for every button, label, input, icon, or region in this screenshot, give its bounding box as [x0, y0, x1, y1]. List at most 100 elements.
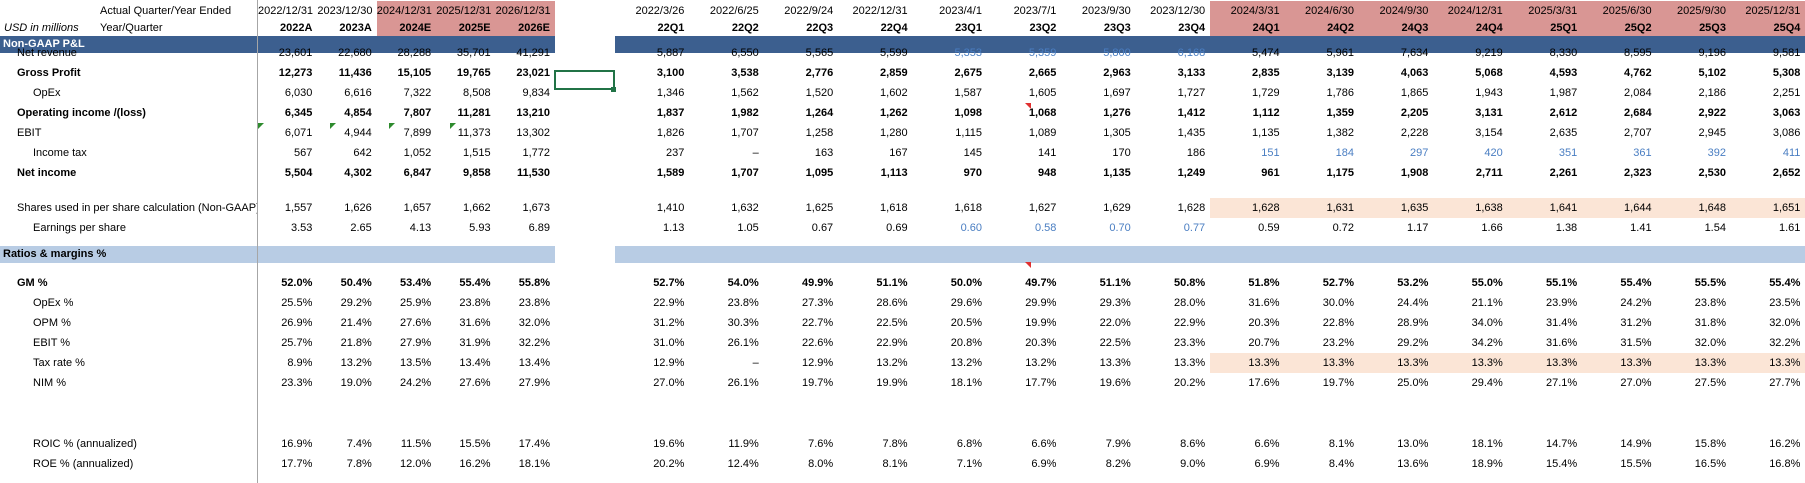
- year-value-cell[interactable]: 7.4%: [346, 438, 372, 450]
- quarter-value-cell[interactable]: 392: [1707, 147, 1726, 159]
- quarter-value-cell[interactable]: 1,707: [731, 127, 759, 139]
- quarter-value-cell[interactable]: 0.58: [1034, 222, 1057, 234]
- quarter-value-cell[interactable]: 1.61: [1778, 222, 1801, 234]
- quarter-value-cell[interactable]: 12.9%: [653, 357, 685, 369]
- quarter-value-cell[interactable]: 1,359: [1326, 107, 1354, 119]
- quarter-value-cell[interactable]: 1,589: [656, 167, 685, 179]
- year-value-cell[interactable]: 21.8%: [340, 337, 372, 349]
- quarter-value-cell[interactable]: 7.9%: [1105, 438, 1131, 450]
- quarter-value-cell[interactable]: 13.3%: [1284, 353, 1359, 373]
- year-value-cell[interactable]: 32.0%: [518, 317, 550, 329]
- quarter-value-cell[interactable]: 1.54: [1704, 222, 1726, 234]
- quarter-value-cell[interactable]: 1,638: [1433, 198, 1508, 218]
- quarter-value-cell[interactable]: 1.41: [1630, 222, 1652, 234]
- quarter-value-cell[interactable]: 2,675: [954, 67, 982, 79]
- quarter-value-cell[interactable]: 1,632: [731, 202, 759, 214]
- quarter-value-cell[interactable]: 19.9%: [1025, 317, 1057, 329]
- quarter-value-cell[interactable]: 167: [889, 147, 908, 159]
- quarter-value-cell[interactable]: 1,908: [1400, 167, 1429, 179]
- year-value-cell[interactable]: 23,601: [278, 47, 313, 59]
- year-value-cell[interactable]: 3.53: [290, 222, 313, 234]
- quarter-value-cell[interactable]: 1,258: [805, 127, 834, 139]
- quarter-value-cell[interactable]: 2,251: [1772, 87, 1801, 99]
- quarter-value-cell[interactable]: 23.3%: [1173, 337, 1206, 349]
- quarter-value-cell[interactable]: 50.8%: [1173, 277, 1206, 289]
- quarter-value-cell[interactable]: 27.5%: [1694, 377, 1726, 389]
- year-value-cell[interactable]: 32.2%: [518, 337, 550, 349]
- quarter-value-cell[interactable]: 13.3%: [1099, 357, 1131, 369]
- quarter-value-cell[interactable]: 20.7%: [1248, 337, 1280, 349]
- quarter-value-cell[interactable]: 1,826: [656, 127, 685, 139]
- quarter-value-cell[interactable]: 8.2%: [1105, 458, 1131, 470]
- quarter-value-cell[interactable]: 237: [666, 147, 685, 159]
- quarter-value-cell[interactable]: 2,835: [1252, 67, 1280, 79]
- quarter-value-cell[interactable]: 2,859: [880, 67, 908, 79]
- quarter-value-cell[interactable]: 411: [1782, 147, 1801, 159]
- quarter-value-cell[interactable]: 1,786: [1326, 87, 1354, 99]
- year-code-header[interactable]: 2024E: [376, 18, 437, 38]
- quarter-value-cell[interactable]: 29.3%: [1099, 297, 1131, 309]
- year-value-cell[interactable]: 28,288: [397, 47, 432, 59]
- quarter-value-cell[interactable]: 18.9%: [1471, 458, 1503, 470]
- quarter-value-cell[interactable]: 1,175: [1326, 167, 1354, 179]
- quarter-code-header[interactable]: 22Q1: [657, 22, 685, 34]
- quarter-value-cell[interactable]: 13.2%: [1025, 357, 1057, 369]
- quarter-value-cell[interactable]: 22.9%: [876, 337, 908, 349]
- year-value-cell[interactable]: 23.8%: [459, 297, 491, 309]
- quarter-value-cell[interactable]: 7,634: [1400, 47, 1429, 59]
- year-value-cell[interactable]: 19,765: [456, 67, 491, 79]
- quarter-code-header[interactable]: 23Q3: [1103, 22, 1131, 34]
- quarter-value-cell[interactable]: 0.67: [811, 222, 834, 234]
- quarter-value-cell[interactable]: 3,139: [1326, 67, 1354, 79]
- quarter-value-cell[interactable]: 420: [1484, 147, 1503, 159]
- year-value-cell[interactable]: 50.4%: [340, 277, 372, 289]
- year-value-cell[interactable]: 29.2%: [340, 297, 372, 309]
- quarter-value-cell[interactable]: 8.1%: [882, 458, 908, 470]
- quarter-value-cell[interactable]: 9,196: [1698, 47, 1726, 59]
- quarter-value-cell[interactable]: 15.5%: [1620, 458, 1652, 470]
- quarter-value-cell[interactable]: 22.8%: [1322, 317, 1354, 329]
- quarter-value-cell[interactable]: 1,587: [954, 87, 982, 99]
- quarter-value-cell[interactable]: 13.3%: [1582, 353, 1657, 373]
- quarter-value-cell[interactable]: 4,063: [1400, 67, 1429, 79]
- quarter-value-cell[interactable]: 1,264: [805, 107, 834, 119]
- quarter-value-cell[interactable]: 1,618: [954, 202, 982, 214]
- quarter-value-cell[interactable]: 2,652: [1772, 167, 1801, 179]
- quarter-value-cell[interactable]: 7.8%: [882, 438, 908, 450]
- quarter-value-cell[interactable]: 2,776: [805, 67, 834, 79]
- quarter-date-header[interactable]: 2023/4/1: [939, 5, 982, 17]
- quarter-value-cell[interactable]: 13.3%: [1507, 353, 1583, 373]
- quarter-value-cell[interactable]: 1.13: [662, 222, 685, 234]
- quarter-date-header[interactable]: 2024/12/31: [1433, 1, 1508, 21]
- quarter-value-cell[interactable]: 55.5%: [1694, 277, 1726, 289]
- quarter-value-cell[interactable]: 22.5%: [876, 317, 908, 329]
- quarter-value-cell[interactable]: 5,474: [1252, 47, 1280, 59]
- quarter-value-cell[interactable]: 15.8%: [1694, 438, 1726, 450]
- quarter-value-cell[interactable]: 20.2%: [1173, 377, 1206, 389]
- year-value-cell[interactable]: 13.2%: [340, 357, 372, 369]
- quarter-value-cell[interactable]: 2,261: [1549, 167, 1578, 179]
- quarter-code-header[interactable]: 24Q2: [1284, 18, 1359, 38]
- quarter-date-header[interactable]: 2022/9/24: [784, 5, 834, 17]
- quarter-code-header[interactable]: 22Q2: [731, 22, 759, 34]
- quarter-value-cell[interactable]: 1,520: [805, 87, 834, 99]
- quarter-value-cell[interactable]: 170: [1112, 147, 1131, 159]
- quarter-value-cell[interactable]: 8.1%: [1328, 438, 1354, 450]
- quarter-value-cell[interactable]: 2,612: [1549, 107, 1578, 119]
- year-value-cell[interactable]: 18.1%: [518, 458, 550, 470]
- quarter-value-cell[interactable]: 5,102: [1698, 67, 1726, 79]
- year-value-cell[interactable]: 16.9%: [281, 438, 313, 450]
- quarter-value-cell[interactable]: 8.0%: [808, 458, 834, 470]
- quarter-value-cell[interactable]: 13.3%: [1210, 353, 1285, 373]
- quarter-value-cell[interactable]: 2,186: [1698, 87, 1726, 99]
- quarter-value-cell[interactable]: 20.3%: [1248, 317, 1280, 329]
- quarter-value-cell[interactable]: 5,887: [656, 47, 685, 59]
- year-value-cell[interactable]: 15.5%: [459, 438, 491, 450]
- quarter-value-cell[interactable]: 18.1%: [1471, 438, 1503, 450]
- year-value-cell[interactable]: 1,772: [522, 147, 550, 159]
- quarter-value-cell[interactable]: 145: [963, 147, 982, 159]
- year-value-cell[interactable]: 11,530: [516, 167, 550, 179]
- quarter-value-cell[interactable]: 4,593: [1549, 67, 1578, 79]
- quarter-value-cell[interactable]: 13.2%: [950, 357, 982, 369]
- quarter-code-header[interactable]: 24Q4: [1433, 18, 1508, 38]
